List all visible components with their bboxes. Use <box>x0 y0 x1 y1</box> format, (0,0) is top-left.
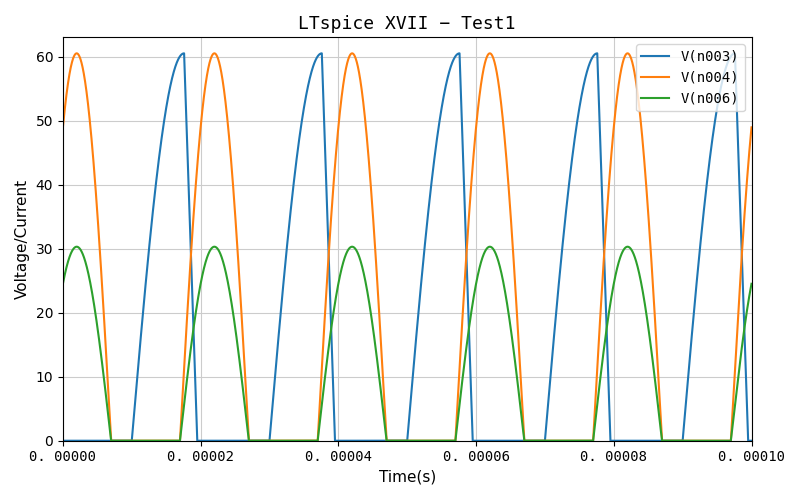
V(n004) <box>224 128 234 134</box>
V(n003) <box>473 438 482 444</box>
V(n004) <box>72 50 82 56</box>
V(n003) <box>105 438 114 444</box>
V(n004) <box>432 438 442 444</box>
V(n004) <box>106 438 116 444</box>
V(n006) <box>224 283 234 289</box>
V(n006) <box>322 360 331 366</box>
V(n003) <box>322 193 331 199</box>
V(n004) <box>58 124 68 130</box>
Line: V(n003): V(n003) <box>63 54 751 440</box>
V(n006) <box>58 281 68 287</box>
V(n006) <box>72 244 82 250</box>
V(n003) <box>432 140 442 145</box>
V(n006) <box>432 438 442 444</box>
V(n003) <box>224 438 234 444</box>
X-axis label: Time(s): Time(s) <box>378 470 436 485</box>
V(n006) <box>569 438 578 444</box>
V(n004) <box>569 438 578 444</box>
V(n004) <box>322 284 331 290</box>
V(n004) <box>105 414 114 420</box>
V(n006) <box>105 426 114 432</box>
V(n006) <box>473 273 482 279</box>
Line: V(n006): V(n006) <box>63 246 751 440</box>
Line: V(n004): V(n004) <box>63 54 751 440</box>
Legend: V(n003), V(n004), V(n006): V(n003), V(n004), V(n006) <box>636 44 745 112</box>
V(n003) <box>569 142 578 148</box>
V(n006) <box>746 281 756 287</box>
V(n006) <box>106 438 116 444</box>
V(n003) <box>730 50 740 56</box>
V(n003) <box>58 438 68 444</box>
V(n003) <box>746 438 756 444</box>
V(n004) <box>746 124 756 130</box>
V(n004) <box>473 110 482 116</box>
Title: LTspice XVII − Test1: LTspice XVII − Test1 <box>298 15 516 33</box>
Y-axis label: Voltage/Current: Voltage/Current <box>15 179 30 299</box>
